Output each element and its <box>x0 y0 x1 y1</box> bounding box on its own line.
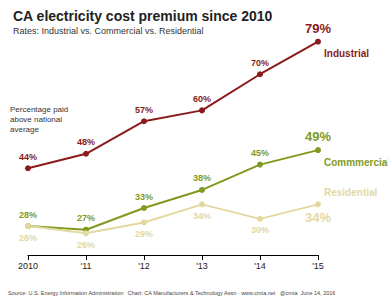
svg-text:60%: 60% <box>193 94 211 104</box>
svg-text:Residential: Residential <box>324 187 378 198</box>
svg-text:38%: 38% <box>193 173 211 183</box>
svg-text:27%: 27% <box>77 213 95 223</box>
svg-text:2010: 2010 <box>18 261 38 271</box>
svg-text:Industrial: Industrial <box>324 48 369 59</box>
svg-text:28%: 28% <box>19 210 37 220</box>
svg-text:70%: 70% <box>251 58 269 68</box>
svg-text:'13: '13 <box>196 261 208 271</box>
svg-text:48%: 48% <box>77 137 95 147</box>
svg-text:Rates: Industrial vs. Commerci: Rates: Industrial vs. Commercial vs. Res… <box>13 26 204 36</box>
svg-text:34%: 34% <box>305 210 331 225</box>
svg-text:'14: '14 <box>254 261 266 271</box>
svg-text:34%: 34% <box>193 211 211 221</box>
svg-text:Commmercial: Commmercial <box>324 157 388 168</box>
svg-text:28%: 28% <box>19 233 37 243</box>
svg-text:30%: 30% <box>251 225 269 235</box>
svg-text:average: average <box>10 125 39 134</box>
svg-text:79%: 79% <box>305 21 331 36</box>
svg-text:49%: 49% <box>305 129 331 144</box>
svg-text:57%: 57% <box>135 105 153 115</box>
svg-text:44%: 44% <box>19 152 37 162</box>
svg-text:33%: 33% <box>135 192 153 202</box>
svg-text:'11: '11 <box>80 261 91 271</box>
svg-text:CA electricity cost premium si: CA electricity cost premium since 2010 <box>13 8 273 24</box>
svg-text:'12: '12 <box>138 261 150 271</box>
svg-text:'15: '15 <box>312 261 324 271</box>
svg-text:Percentage paid: Percentage paid <box>10 105 71 114</box>
svg-text:Source: U.S. Energy Informatio: Source: U.S. Energy Information Administ… <box>8 290 335 296</box>
svg-text:above national: above national <box>10 115 64 124</box>
svg-text:45%: 45% <box>251 148 269 158</box>
svg-text:29%: 29% <box>135 229 153 239</box>
svg-text:26%: 26% <box>77 240 95 250</box>
